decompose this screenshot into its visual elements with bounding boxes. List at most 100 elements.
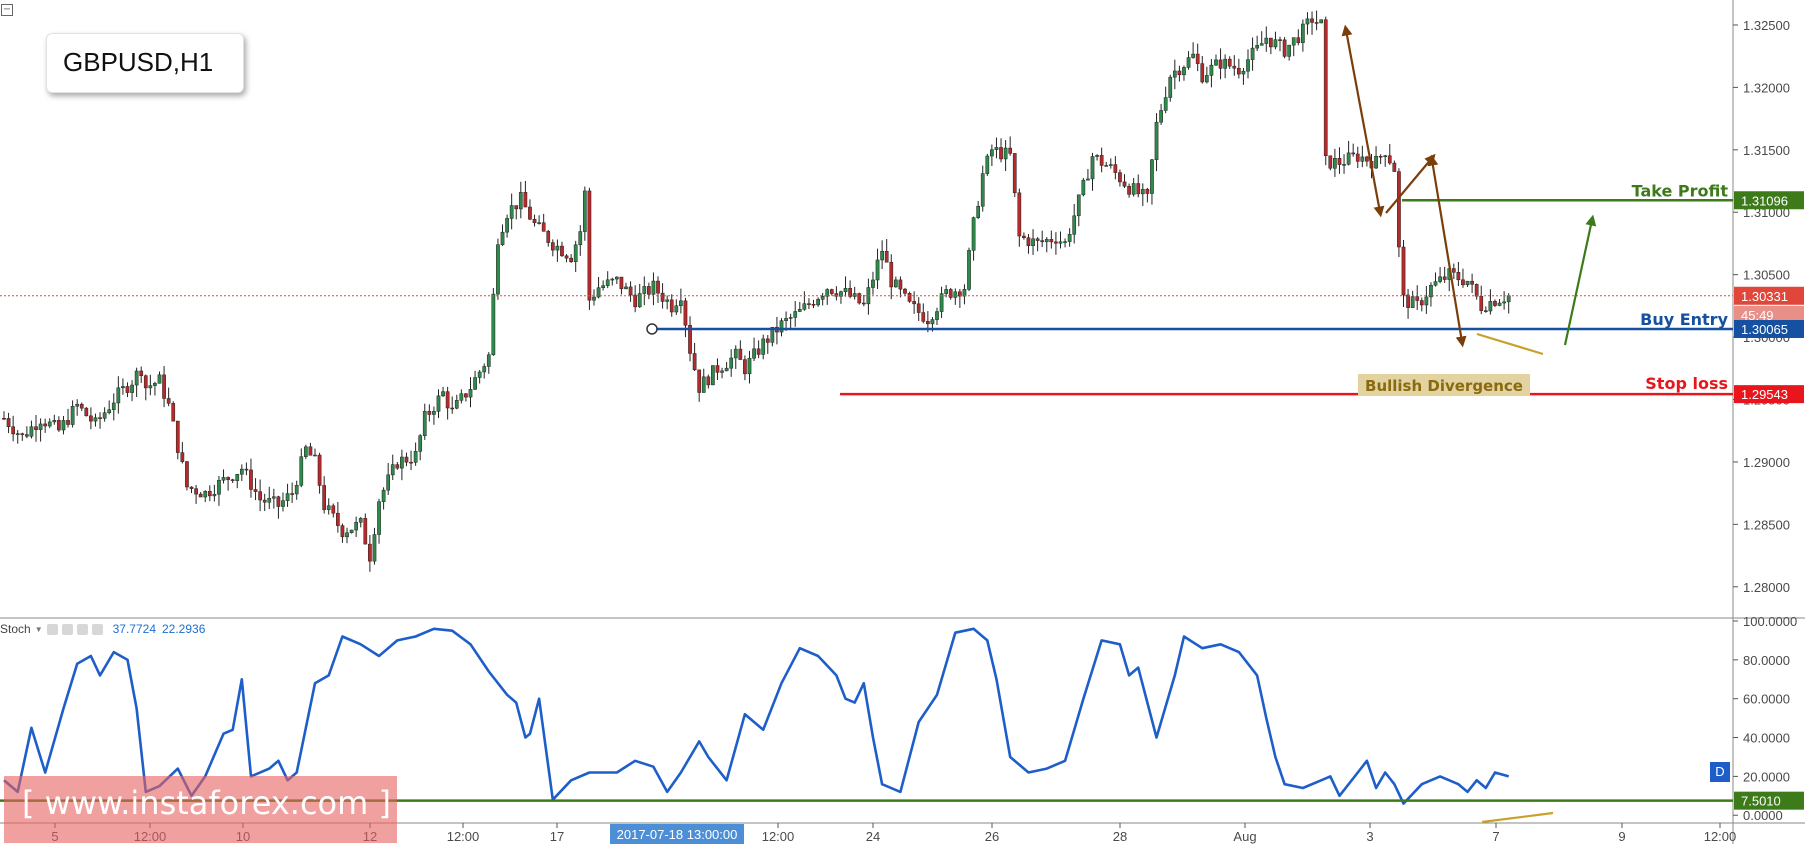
take-profit-price-tag: 1.31096	[1741, 193, 1788, 208]
candle-body	[1433, 281, 1438, 286]
candle-body	[1104, 165, 1109, 167]
candle-body	[285, 493, 290, 501]
candle-body	[1136, 183, 1141, 195]
candle-body	[395, 464, 400, 469]
chevron-down-icon[interactable]: ▼	[34, 624, 43, 634]
candle-body	[130, 384, 134, 393]
candle-body	[624, 286, 628, 290]
candle-body	[52, 420, 57, 423]
candle-body	[1035, 238, 1040, 241]
candle-body	[212, 494, 217, 497]
candle-body	[843, 288, 848, 292]
candle-body	[477, 371, 482, 378]
symbol-label-box: GBPUSD,H1	[46, 33, 244, 93]
candle-body	[729, 357, 734, 369]
candle-body	[482, 366, 487, 373]
candle-body	[605, 279, 610, 286]
candles	[2, 10, 1511, 572]
price-axis[interactable]: 1.325001.320001.315001.310001.305001.300…	[1733, 18, 1804, 810]
candle-body	[276, 496, 281, 507]
candle-body	[770, 326, 775, 343]
candle-body	[413, 451, 418, 463]
candle-body	[239, 468, 244, 475]
candle-body	[148, 385, 153, 389]
candle-body	[162, 374, 166, 399]
candle-body	[1392, 162, 1397, 172]
indicator-d-badge[interactable]: D	[1710, 762, 1730, 782]
candle-body	[331, 505, 336, 514]
candle-body	[1264, 37, 1269, 44]
candle-body	[1273, 39, 1278, 48]
candle-body	[1296, 37, 1301, 43]
candle-body	[779, 320, 784, 333]
candle-body	[980, 173, 985, 207]
candle-body	[711, 365, 715, 386]
candle-body	[555, 245, 560, 251]
visibility-icon[interactable]	[61, 623, 73, 635]
candle-body	[1017, 192, 1022, 237]
candle-body	[313, 454, 317, 457]
candle-body	[1506, 295, 1511, 303]
candle-body	[1465, 280, 1470, 286]
candle-body	[1410, 296, 1415, 308]
candle-body	[368, 543, 372, 562]
candle-body	[1365, 156, 1369, 162]
candle-body	[528, 206, 532, 220]
candle-body	[857, 293, 862, 304]
candle-body	[473, 377, 477, 390]
candle-body	[743, 359, 747, 375]
candle-body	[660, 292, 665, 302]
candle-body	[875, 259, 880, 281]
candle-body	[1214, 59, 1218, 66]
candle-body	[11, 426, 15, 435]
stoch-axis[interactable]: 100.0000 80.0000 60.0000 40.0000 20.0000 0.00…	[1733, 614, 1797, 823]
close-icon[interactable]	[91, 623, 103, 635]
stoch-tick-label: 100.0000	[1743, 614, 1797, 629]
stop-loss-price-tag: 1.29543	[1741, 387, 1788, 402]
time-tick-label: 7	[1492, 829, 1499, 844]
candle-body	[848, 288, 852, 297]
candle-body	[1415, 296, 1420, 301]
candle-body	[720, 370, 724, 373]
collapse-icon[interactable]: −	[1, 4, 13, 16]
candle-body	[546, 231, 551, 243]
candle-body	[1140, 189, 1145, 195]
settings-icon[interactable]	[46, 623, 58, 635]
candle-body	[537, 222, 541, 224]
candle-body	[1072, 215, 1077, 235]
candle-body	[61, 420, 66, 431]
candle-body	[656, 280, 660, 294]
candle-body	[244, 468, 249, 471]
candle-body	[619, 276, 624, 290]
candle-body	[491, 293, 496, 356]
candle-body	[820, 296, 825, 300]
candle-body	[1108, 164, 1113, 166]
format-icon[interactable]	[76, 623, 88, 635]
candle-body	[1063, 241, 1067, 243]
candle-body	[1387, 155, 1392, 164]
candle-body	[116, 387, 121, 404]
candle-body	[793, 311, 798, 318]
candle-body	[134, 370, 139, 386]
candle-body	[1154, 121, 1159, 160]
candle-body	[1328, 155, 1333, 169]
candle-body	[642, 286, 647, 294]
candle-body	[1195, 53, 1200, 64]
candle-body	[47, 421, 52, 427]
candle-body	[994, 147, 999, 150]
candle-body	[962, 289, 967, 297]
divergence-label: Bullish Divergence	[1365, 377, 1523, 395]
candle-body	[217, 479, 221, 495]
candle-body	[1168, 76, 1173, 98]
candle-body	[665, 299, 670, 302]
candle-body	[57, 420, 61, 431]
candle-body	[921, 312, 926, 322]
candle-body	[89, 415, 93, 422]
time-tick-label: 12:00	[447, 829, 480, 844]
candle-body	[418, 435, 423, 452]
candle-body	[903, 288, 907, 294]
candle-body	[697, 369, 702, 393]
time-tick-label: 12:00	[762, 829, 795, 844]
candle-body	[1232, 65, 1237, 69]
